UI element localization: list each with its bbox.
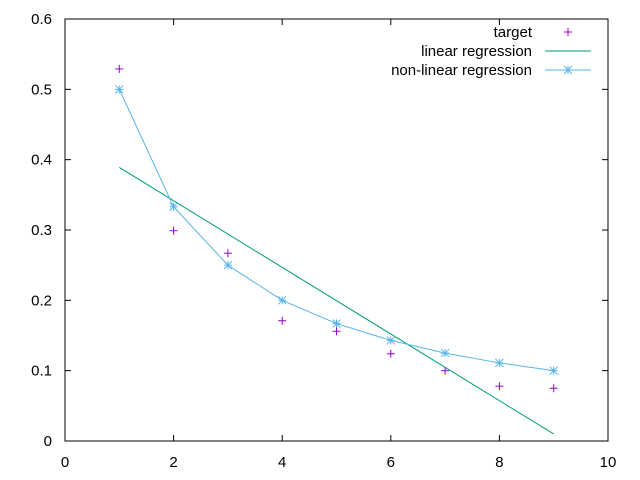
data-point — [386, 349, 395, 358]
legend-label: non-linear regression — [391, 62, 532, 79]
x-tick-label: 4 — [278, 454, 286, 471]
plot-frame — [64, 18, 609, 442]
legend-label: linear regression — [421, 43, 532, 60]
y-tick-label: 0.1 — [31, 363, 52, 380]
data-point — [169, 202, 178, 212]
data-point — [332, 327, 341, 336]
x-tick-label: 6 — [387, 454, 395, 471]
data-point — [114, 84, 124, 94]
series-target — [115, 64, 558, 393]
axis-ticks: 0 2 4 6 8 10 0 0.1 0.2 0.3 0.4 0.5 0.6 — [31, 11, 616, 471]
data-point — [440, 348, 450, 358]
x-tick-label: 0 — [61, 454, 69, 471]
series-non-linear-regression — [114, 84, 559, 376]
x-tick-label: 8 — [495, 454, 503, 471]
series-line — [119, 166, 554, 435]
data-point — [169, 226, 178, 235]
y-tick-label: 0.5 — [31, 81, 52, 98]
legend-marker — [563, 65, 573, 75]
y-tick-label: 0.3 — [31, 222, 52, 239]
data-point — [386, 336, 396, 345]
data-point — [332, 319, 341, 328]
data-point — [223, 260, 233, 270]
series-linear-regression — [119, 166, 554, 435]
data-point — [495, 358, 504, 368]
data-point — [278, 316, 287, 325]
data-point — [277, 295, 287, 305]
data-point — [495, 382, 504, 391]
y-tick-label: 0.2 — [31, 292, 52, 309]
data-point — [441, 366, 450, 375]
data-point — [115, 64, 124, 73]
series-layer — [114, 64, 559, 435]
x-tick-label: 10 — [600, 454, 617, 471]
y-tick-label: 0 — [44, 433, 52, 450]
data-point — [549, 366, 559, 376]
x-tick-label: 2 — [169, 454, 177, 471]
data-point — [223, 249, 232, 258]
y-tick-label: 0.6 — [31, 11, 52, 28]
legend-marker — [564, 28, 572, 36]
y-tick-label: 0.4 — [31, 152, 52, 169]
legend-label: target — [494, 24, 533, 41]
data-point — [549, 384, 558, 393]
legend: target linear regression non-linear regres… — [391, 24, 591, 79]
